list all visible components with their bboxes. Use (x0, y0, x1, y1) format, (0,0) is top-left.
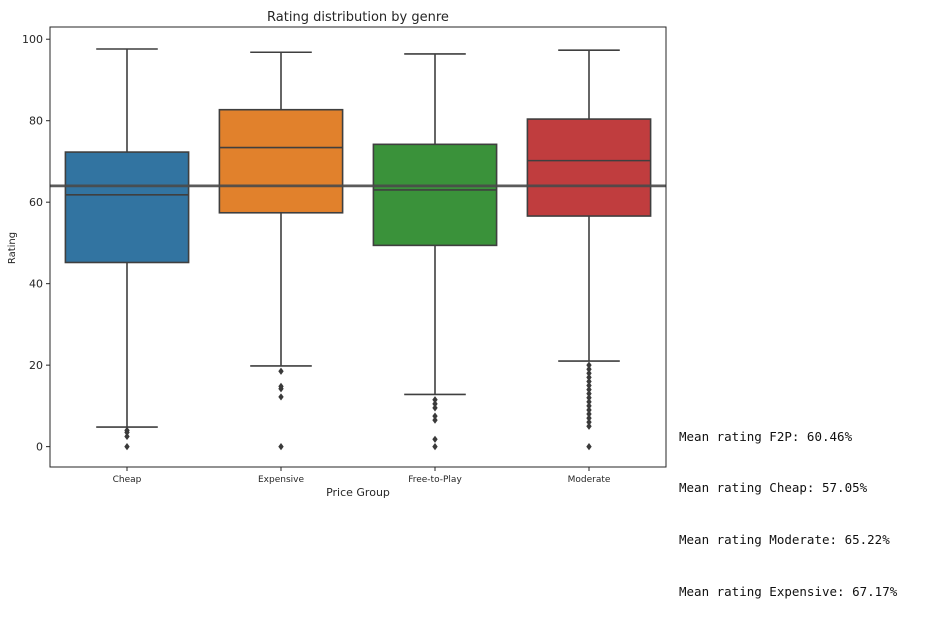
y-axis-label: Rating (7, 232, 18, 264)
outlier-point (586, 369, 592, 377)
y-tick-label: 40 (29, 278, 43, 291)
box-expensive (218, 108, 344, 214)
y-tick-label: 80 (29, 115, 43, 128)
outlier-point (124, 443, 130, 451)
outlier-point (586, 390, 592, 398)
box-cheap (64, 151, 190, 264)
outlier-point (586, 422, 592, 430)
outlier-point (278, 367, 284, 375)
outlier-point (432, 416, 438, 424)
outlier-point (124, 426, 130, 434)
outlier-point (432, 396, 438, 404)
outlier-point (586, 373, 592, 381)
outlier-point (586, 361, 592, 369)
box-moderate (526, 118, 652, 217)
outlier-point (586, 410, 592, 418)
outlier-point (278, 382, 284, 390)
mean-rating-f2p: Mean rating F2P: 60.46% (679, 428, 853, 444)
outlier-point (432, 435, 438, 443)
outlier-point (586, 381, 592, 390)
outlier-point (586, 418, 592, 426)
outlier-point (432, 412, 438, 420)
outlier-point (586, 443, 592, 451)
x-tick-label: Cheap (113, 475, 142, 485)
outlier-point (586, 365, 592, 373)
box-plot-chart: Rating distribution by genre Rating Pric… (7, 10, 667, 499)
x-axis-label: Price Group (326, 486, 390, 499)
y-tick-label: 60 (29, 196, 43, 209)
mean-rating-cheap: Mean rating Cheap: 57.05% (679, 480, 868, 496)
outlier-point (586, 406, 592, 414)
outlier-point (432, 400, 438, 408)
outlier-point (432, 443, 438, 451)
outlier-point (432, 404, 438, 412)
outlier-point (278, 393, 284, 401)
mean-rating-expensive: Mean rating Expensive: 67.17% (679, 584, 898, 600)
outlier-point (586, 398, 592, 406)
outlier-point (586, 394, 592, 402)
chart-title: Rating distribution by genre (267, 10, 449, 25)
outlier-point (278, 443, 284, 451)
y-tick-label: 20 (29, 359, 43, 372)
y-tick-label: 0 (36, 441, 43, 454)
x-tick-label: Moderate (568, 475, 611, 485)
plot-frame (49, 26, 667, 468)
mean-rating-moderate: Mean rating Moderate: 65.22% (679, 532, 890, 548)
outlier-point (586, 385, 592, 394)
box-free-to-play (372, 143, 498, 247)
outlier-point (586, 414, 592, 422)
x-tick-label: Expensive (258, 475, 304, 485)
outlier-point (586, 377, 592, 386)
outlier-point (586, 402, 592, 410)
mean-rating-summary: Mean rating F2P: 60.46% Mean rating Chea… (679, 393, 897, 618)
x-tick-label: Free-to-Play (408, 475, 462, 485)
y-tick-label: 100 (22, 33, 43, 46)
outlier-point (124, 432, 130, 441)
